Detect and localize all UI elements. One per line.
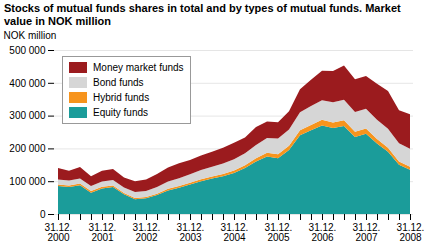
svg-text:31.12.2003: 31.12.2003	[177, 222, 205, 243]
html-text:Bond funds: Bond funds	[93, 77, 144, 88]
html-text:Equity funds: Equity funds	[93, 107, 148, 118]
html-text:Money market funds: Money market funds	[93, 62, 184, 73]
svg-text:31.12.2008: 31.12.2008	[397, 222, 425, 243]
html-text:Stocks of mutual funds shares: Stocks of mutual funds shares in total a…	[4, 2, 401, 27]
svg-text:31.12.2001: 31.12.2001	[89, 222, 117, 243]
svg-text:500 000: 500 000	[9, 45, 46, 56]
svg-text:31.12.2000: 31.12.2000	[45, 222, 73, 243]
svg-text:300 000: 300 000	[9, 110, 46, 121]
svg-text:400 000: 400 000	[9, 78, 46, 89]
svg-text:31.12.2002: 31.12.2002	[133, 222, 161, 243]
svg-text:31.12.2007: 31.12.2007	[353, 222, 381, 243]
html-text:Hybrid funds: Hybrid funds	[93, 92, 150, 103]
svg-text:0: 0	[40, 209, 46, 220]
svg-text:200 000: 200 000	[9, 143, 46, 154]
svg-text:31.12.2004: 31.12.2004	[221, 222, 249, 243]
svg-text:NOK million: NOK million	[4, 30, 57, 41]
svg-text:31.12.2006: 31.12.2006	[309, 222, 337, 243]
svg-text:100 000: 100 000	[9, 176, 46, 187]
svg-text:31.12.2005: 31.12.2005	[265, 222, 293, 243]
